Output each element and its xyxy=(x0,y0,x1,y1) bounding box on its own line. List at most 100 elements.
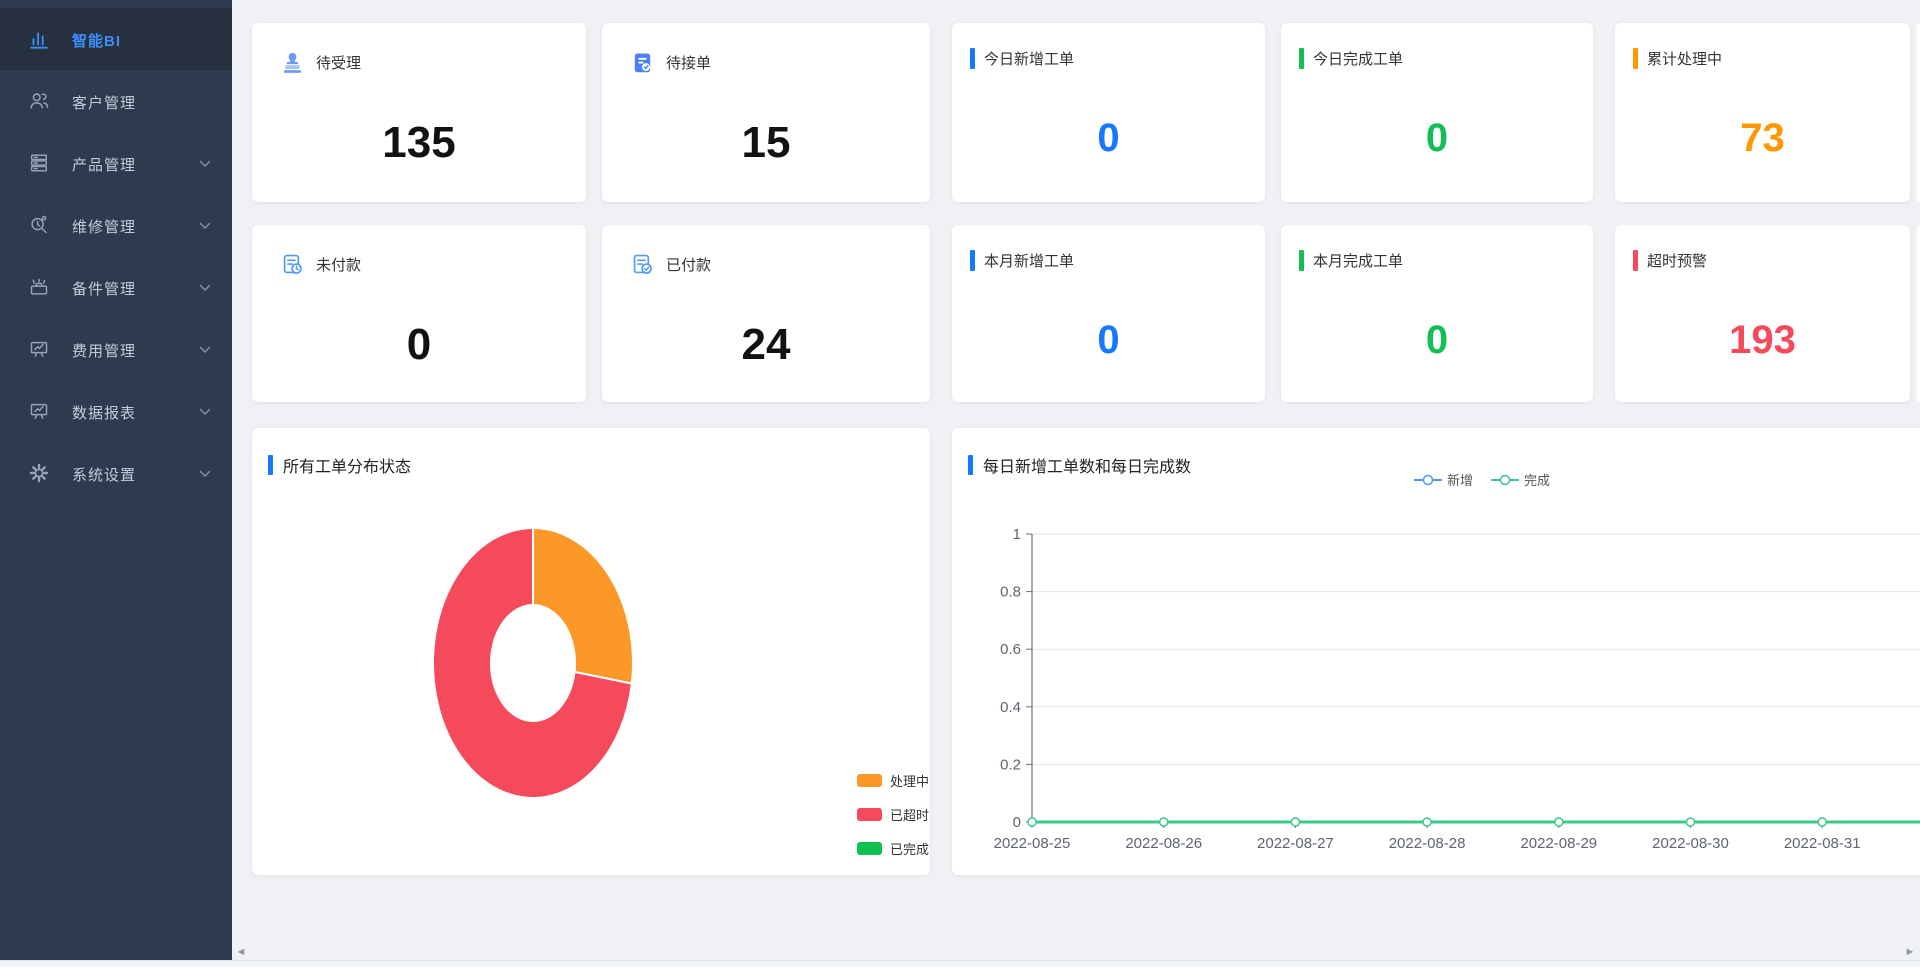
legend-line-marker xyxy=(1414,474,1442,485)
sidebar-item-3[interactable]: 产品管理 xyxy=(0,132,232,194)
sidebar-item-label: 产品管理 xyxy=(72,157,137,174)
svg-text:2022-08-29: 2022-08-29 xyxy=(1520,835,1597,852)
stat-card-value: 0 xyxy=(1097,116,1120,160)
chevron-down-icon xyxy=(199,160,211,168)
stat-card-label: 本月新增工单 xyxy=(984,253,1075,270)
clipped-card-edge xyxy=(1917,23,1920,202)
sidebar-item-4[interactable]: 维修管理 xyxy=(0,194,232,256)
stat-card-待接单: 待接单 15 xyxy=(602,23,930,202)
svg-text:0.8: 0.8 xyxy=(1000,584,1021,601)
scroll-right-arrow-icon[interactable]: ► xyxy=(1904,946,1916,958)
donut-slice-处理中[interactable] xyxy=(532,526,634,685)
sidebar-item-label: 费用管理 xyxy=(72,343,137,360)
stat-card-未付款: 未付款 0 xyxy=(252,225,586,402)
stat-card-label: 今日新增工单 xyxy=(984,51,1075,68)
svg-text:0.2: 0.2 xyxy=(1000,756,1021,773)
svg-text:2022-08-31: 2022-08-31 xyxy=(1784,835,1861,852)
svg-text:0.4: 0.4 xyxy=(1000,699,1021,716)
stat-card-累计处理中: 累计处理中 73 xyxy=(1615,23,1910,202)
clipboard-check-icon xyxy=(630,50,655,75)
stat-card-今日新增工单: 今日新增工单 0 xyxy=(952,23,1265,202)
sidebar-item-label: 维修管理 xyxy=(72,219,137,236)
sidebar-item-label: 客户管理 xyxy=(72,95,137,112)
presentation-chart-icon xyxy=(28,338,50,360)
legend-swatch xyxy=(857,842,882,855)
legend-line-marker xyxy=(1491,474,1520,485)
svg-text:2022-08-25: 2022-08-25 xyxy=(994,835,1071,852)
stat-card-label: 待接单 xyxy=(666,55,712,72)
color-bar xyxy=(1633,250,1638,271)
color-bar xyxy=(968,455,973,475)
stat-card-value: 0 xyxy=(1425,116,1449,160)
svg-text:2022-08-28: 2022-08-28 xyxy=(1389,835,1466,852)
stat-card-value: 0 xyxy=(406,320,432,369)
sidebar-item-7[interactable]: 数据报表 xyxy=(0,380,232,442)
legend-item-已超时[interactable]: 已超时 xyxy=(857,808,930,823)
legend-label: 已超时 xyxy=(890,808,930,823)
legend-item-处理中[interactable]: 处理中 xyxy=(857,774,930,789)
legend-swatch xyxy=(857,808,882,821)
color-bar xyxy=(1633,48,1638,69)
bar-chart-icon xyxy=(28,28,50,50)
sidebar-item-6[interactable]: 费用管理 xyxy=(0,318,232,380)
stat-card-本月完成工单: 本月完成工单 0 xyxy=(1281,225,1593,402)
stat-card-已付款: 已付款 24 xyxy=(602,225,930,402)
stat-card-value: 24 xyxy=(741,320,791,369)
line-chart-title: 每日新增工单数和每日完成数 xyxy=(983,459,1192,476)
sidebar-item-label: 智能BI xyxy=(72,33,122,50)
scroll-left-arrow-icon[interactable]: ◄ xyxy=(235,946,247,958)
stat-card-label: 未付款 xyxy=(316,257,362,274)
stat-card-本月新增工单: 本月新增工单 0 xyxy=(952,225,1265,402)
color-bar xyxy=(268,455,273,475)
invoice-check-icon xyxy=(630,252,655,277)
gear-icon xyxy=(28,462,50,484)
clipped-card-edge xyxy=(1917,225,1920,402)
color-bar xyxy=(1299,250,1304,271)
server-stack-icon xyxy=(28,152,50,174)
stat-card-label: 已付款 xyxy=(666,257,712,274)
color-bar xyxy=(1299,48,1304,69)
stat-card-label: 累计处理中 xyxy=(1647,51,1723,68)
stamp-icon xyxy=(280,50,305,75)
line-chart-legend: 新增 完成 xyxy=(1414,470,1568,489)
chevron-down-icon xyxy=(199,222,211,230)
sidebar-item-5[interactable]: 备件管理 xyxy=(0,256,232,318)
users-icon xyxy=(28,90,50,112)
svg-text:2022-08-27: 2022-08-27 xyxy=(1257,835,1334,852)
stat-card-value: 135 xyxy=(382,118,456,167)
legend-item-已完成[interactable]: 已完成 xyxy=(857,842,930,857)
legend-label: 处理中 xyxy=(890,774,930,789)
legend-label: 新增 xyxy=(1447,473,1474,488)
donut-chart-title: 所有工单分布状态 xyxy=(283,459,412,476)
svg-text:1: 1 xyxy=(1013,526,1021,543)
sidebar-item-label: 数据报表 xyxy=(72,405,137,422)
stat-card-label: 超时预警 xyxy=(1647,253,1708,270)
invoice-clock-icon xyxy=(280,252,305,277)
sidebar-item-8[interactable]: 系统设置 xyxy=(0,442,232,504)
line-chart-card: 每日新增工单数和每日完成数 新增 完成 0 0.2 0.4 0.6 0.8 1 2022-08-2… xyxy=(952,428,1920,875)
stat-card-value: 0 xyxy=(1425,318,1449,362)
donut-chart-canvas[interactable] xyxy=(252,428,930,875)
legend-label: 完成 xyxy=(1524,473,1551,488)
sidebar-nav: 智能BI 客户管理产品管理维修管理备件管理费用管理数据报表系统设置 xyxy=(0,0,232,960)
color-bar xyxy=(970,250,975,271)
sidebar-item-1[interactable]: 智能BI xyxy=(0,8,232,70)
line-chart-canvas[interactable]: 0 0.2 0.4 0.6 0.8 1 2022-08-25 2022-08-26 2022-0… xyxy=(952,428,1920,875)
presentation-chart-icon xyxy=(28,400,50,422)
chevron-down-icon xyxy=(199,346,211,354)
chevron-down-icon xyxy=(199,470,211,478)
legend-item-新增[interactable]: 新增 xyxy=(1414,470,1473,489)
sidebar-item-2[interactable]: 客户管理 xyxy=(0,70,232,132)
magnifier-tool-icon xyxy=(28,214,50,236)
donut-slice-已超时[interactable] xyxy=(431,526,633,799)
legend-item-完成[interactable]: 完成 xyxy=(1491,470,1550,489)
legend-label: 已完成 xyxy=(890,842,930,857)
donut-chart-card: 所有工单分布状态处理中已超时已完成 xyxy=(252,428,930,875)
stat-card-label: 本月完成工单 xyxy=(1313,253,1404,270)
sidebar-item-label: 系统设置 xyxy=(72,467,137,484)
stat-card-label: 今日完成工单 xyxy=(1313,51,1404,68)
chevron-down-icon xyxy=(199,284,211,292)
stat-card-value: 15 xyxy=(741,118,791,167)
stat-card-待受理: 待受理 135 xyxy=(252,23,586,202)
donut-legend: 处理中 已超时 已完成 xyxy=(857,774,929,875)
